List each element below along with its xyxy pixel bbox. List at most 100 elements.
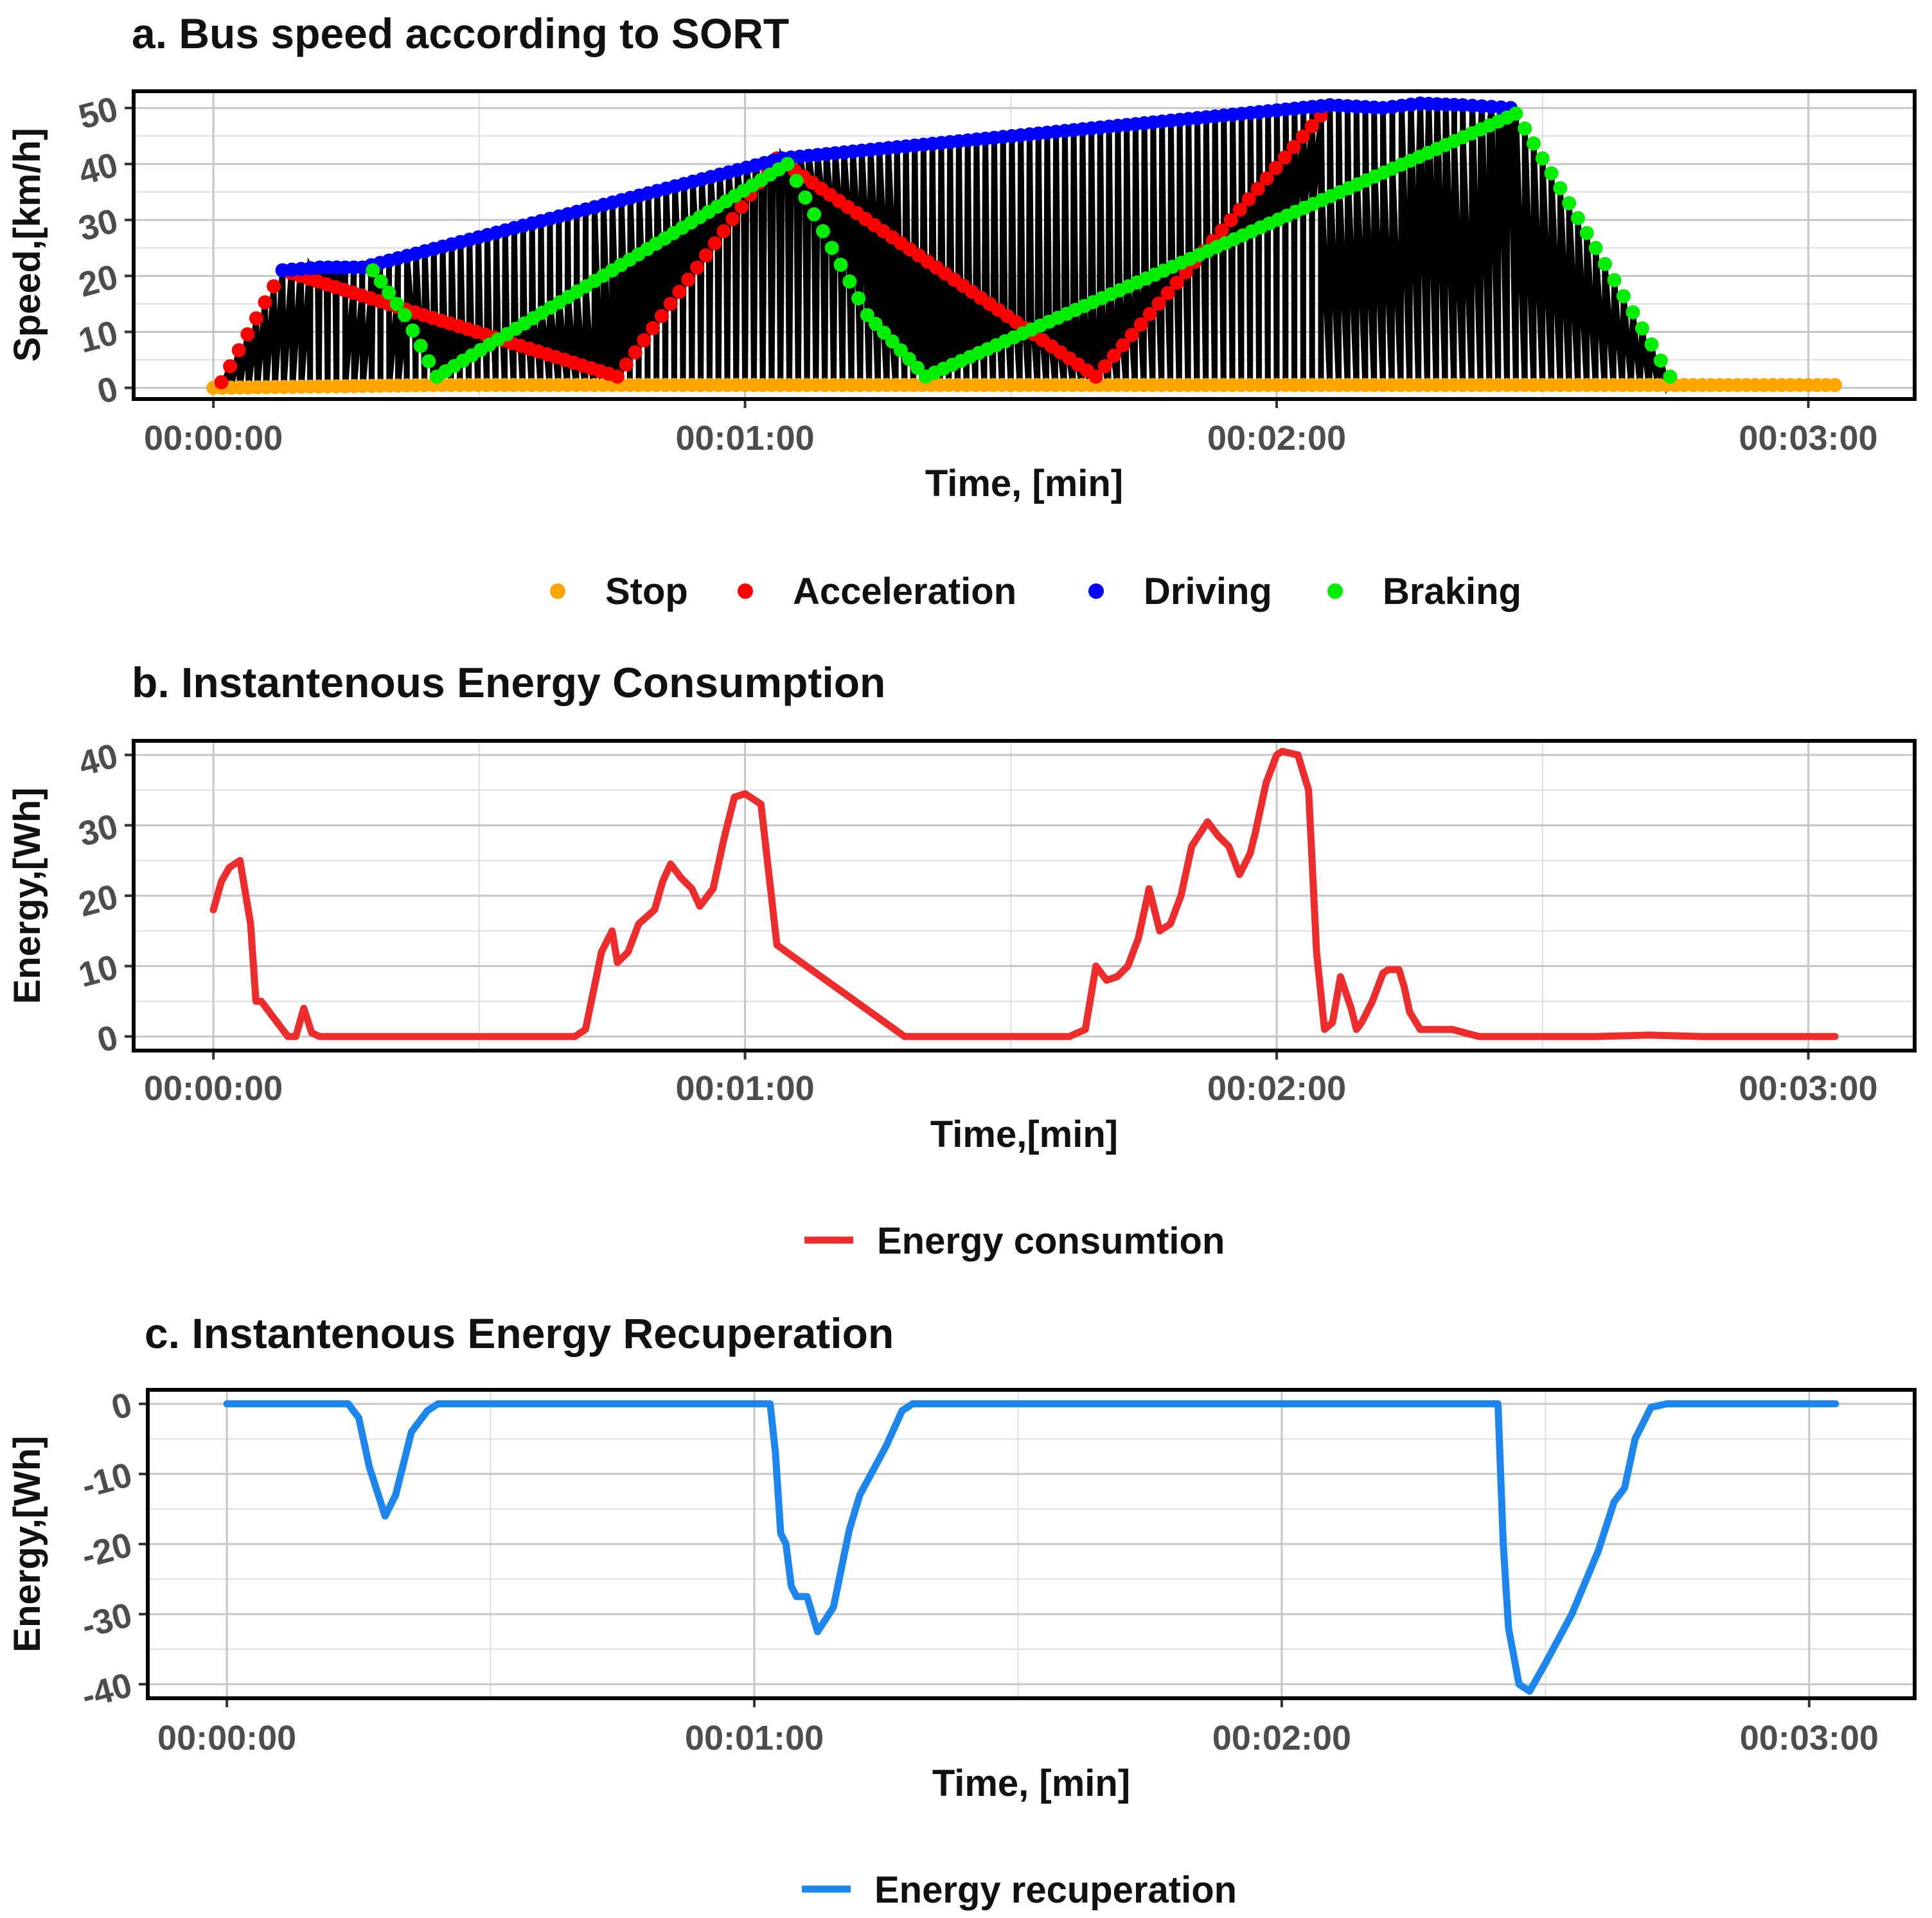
braking-point xyxy=(1653,353,1668,368)
acceleration-point xyxy=(1268,161,1283,175)
x-tick-label: 00:00:00 xyxy=(157,1719,296,1757)
x-tick-label: 00:03:00 xyxy=(1739,419,1877,457)
acceleration-point xyxy=(1241,191,1256,206)
legend-label-braking: Braking xyxy=(1383,571,1521,612)
braking-point xyxy=(1535,151,1550,166)
braking-point xyxy=(842,274,857,289)
x-tick-label: 00:01:00 xyxy=(675,419,814,457)
acceleration-point xyxy=(1160,286,1175,301)
chart-title: a. Bus speed according to SORT xyxy=(132,10,789,57)
y-axis-label: Energy,[Wh] xyxy=(6,787,48,1004)
acceleration-point xyxy=(628,345,643,360)
acceleration-point xyxy=(725,211,740,226)
y-tick-label: 20 xyxy=(75,257,122,305)
braking-point xyxy=(1607,272,1622,287)
braking-point xyxy=(893,343,908,358)
acceleration-point xyxy=(646,321,660,335)
braking-point xyxy=(1663,369,1678,384)
acceleration-point xyxy=(681,272,696,287)
chart-title: b. Instantenous Energy Consumption xyxy=(132,659,885,706)
acceleration-point xyxy=(1115,338,1130,353)
braking-point xyxy=(824,240,839,255)
braking-point xyxy=(885,334,900,349)
legend-swatch-stop xyxy=(550,583,565,599)
acceleration-point xyxy=(1250,181,1265,196)
x-tick-label: 00:03:00 xyxy=(1740,1719,1879,1757)
y-tick-label: 30 xyxy=(75,806,122,854)
acceleration-point xyxy=(1259,171,1274,186)
y-tick-label: -20 xyxy=(78,1525,136,1576)
x-tick-label: 00:00:00 xyxy=(144,1069,283,1108)
stop-point xyxy=(1827,378,1842,393)
braking-point xyxy=(1570,211,1585,226)
speed-trace-line xyxy=(211,103,1835,395)
braking-point xyxy=(815,224,830,238)
plot-border xyxy=(132,739,1917,1052)
acceleration-point xyxy=(1277,150,1292,165)
acceleration-point xyxy=(1097,359,1112,373)
y-tick-label: 10 xyxy=(75,314,122,361)
x-tick-label: 00:02:00 xyxy=(1207,1069,1346,1108)
braking-point xyxy=(382,285,396,300)
x-tick-label: 00:00:00 xyxy=(144,419,283,457)
x-axis-label: Time,[min] xyxy=(930,1114,1118,1155)
acceleration-point xyxy=(223,359,238,373)
braking-point xyxy=(1544,166,1559,181)
braking-point xyxy=(780,157,795,172)
braking-point xyxy=(1598,256,1613,271)
acceleration-point xyxy=(1214,223,1229,238)
braking-point xyxy=(901,351,916,366)
braking-point xyxy=(1509,106,1523,121)
legend-label-energy-recuperation: Energy recuperation xyxy=(874,1869,1237,1911)
y-tick-label: 0 xyxy=(93,369,122,412)
acceleration-point xyxy=(214,375,229,389)
legend-swatch-acceleration xyxy=(738,583,753,599)
braking-point xyxy=(1616,289,1631,303)
braking-point xyxy=(1562,196,1577,211)
acceleration-point xyxy=(1223,213,1238,227)
y-axis-label: Speed,[km/h] xyxy=(6,128,48,362)
y-tick-label: 50 xyxy=(75,89,122,137)
acceleration-point xyxy=(734,199,749,214)
y-tick-label: -30 xyxy=(78,1595,136,1646)
x-axis-label: Time, [min] xyxy=(925,463,1123,504)
acceleration-point xyxy=(637,333,651,348)
braking-point xyxy=(366,263,380,278)
acceleration-point xyxy=(240,327,255,342)
braking-point xyxy=(413,339,428,353)
acceleration-point xyxy=(619,357,634,372)
braking-point xyxy=(389,296,404,311)
y-tick-label: 40 xyxy=(75,145,122,193)
acceleration-point xyxy=(1142,306,1157,321)
acceleration-point xyxy=(1151,296,1166,311)
braking-point xyxy=(1626,305,1640,320)
braking-point xyxy=(1644,337,1659,352)
axis-ticks: 00:00:00 00:01:00 00:02:00 00:03:00 0 -10 -20 -… xyxy=(78,1385,1879,1757)
braking-point xyxy=(1526,136,1541,151)
acceleration-point xyxy=(707,236,722,251)
braking-point xyxy=(807,207,822,222)
acceleration-point xyxy=(716,224,731,238)
y-tick-label: 30 xyxy=(75,201,122,249)
acceleration-point xyxy=(249,311,263,326)
braking-point xyxy=(398,308,412,323)
data-marks xyxy=(223,1400,1839,1695)
y-tick-label: 40 xyxy=(75,736,122,784)
y-tick-label: 20 xyxy=(75,877,122,925)
legend-swatch-driving xyxy=(1088,583,1104,599)
legend-label-stop: Stop xyxy=(605,571,688,612)
acceleration-point xyxy=(267,279,281,294)
x-tick-label: 00:01:00 xyxy=(685,1719,824,1757)
braking-point xyxy=(833,257,848,272)
braking-point xyxy=(851,291,866,306)
acceleration-point xyxy=(698,248,713,263)
acceleration-point xyxy=(1295,129,1310,144)
braking-point xyxy=(910,360,925,375)
x-tick-label: 00:02:00 xyxy=(1212,1719,1351,1757)
plot-border xyxy=(132,89,1917,401)
legend: Stop Acceleration Driving Braking xyxy=(550,571,1521,612)
x-tick-label: 00:03:00 xyxy=(1739,1069,1877,1108)
y-tick-label: -10 xyxy=(78,1455,136,1505)
acceleration-point xyxy=(258,295,272,310)
